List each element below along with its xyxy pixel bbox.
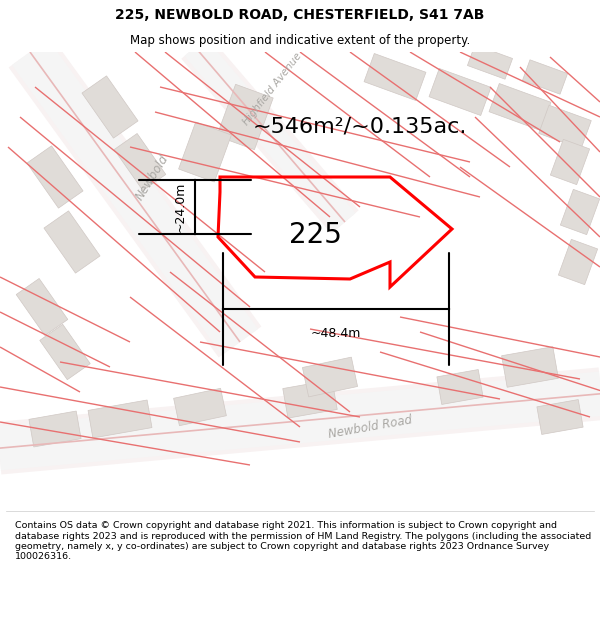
- Text: Newbold: Newbold: [133, 152, 171, 202]
- Bar: [467, 45, 512, 79]
- Bar: [559, 239, 598, 284]
- Bar: [114, 134, 166, 191]
- Text: ~48.4m: ~48.4m: [311, 327, 361, 340]
- Bar: [437, 369, 483, 404]
- Bar: [27, 146, 83, 208]
- Bar: [88, 400, 152, 438]
- Bar: [429, 69, 491, 116]
- Bar: [302, 357, 358, 397]
- Bar: [523, 60, 568, 94]
- Bar: [16, 279, 68, 336]
- Bar: [179, 122, 232, 182]
- Bar: [217, 84, 273, 149]
- Bar: [560, 189, 599, 234]
- Text: 225: 225: [289, 221, 341, 249]
- Text: Highfield Avenue: Highfield Avenue: [241, 51, 303, 127]
- Text: ~24.0m: ~24.0m: [174, 182, 187, 232]
- Bar: [82, 76, 138, 138]
- Bar: [364, 54, 426, 101]
- Bar: [489, 84, 551, 131]
- Bar: [40, 324, 90, 380]
- Bar: [44, 211, 100, 273]
- Bar: [537, 399, 583, 434]
- Bar: [173, 388, 226, 426]
- Bar: [550, 139, 590, 184]
- Bar: [29, 411, 81, 447]
- Text: ~546m²/~0.135ac.: ~546m²/~0.135ac.: [253, 117, 467, 137]
- Text: Contains OS data © Crown copyright and database right 2021. This information is : Contains OS data © Crown copyright and d…: [15, 521, 591, 561]
- Bar: [502, 347, 559, 388]
- Bar: [283, 380, 337, 418]
- Text: Newbold Road: Newbold Road: [327, 413, 413, 441]
- Text: 225, NEWBOLD ROAD, CHESTERFIELD, S41 7AB: 225, NEWBOLD ROAD, CHESTERFIELD, S41 7AB: [115, 8, 485, 21]
- Bar: [539, 105, 591, 149]
- Text: Map shows position and indicative extent of the property.: Map shows position and indicative extent…: [130, 34, 470, 47]
